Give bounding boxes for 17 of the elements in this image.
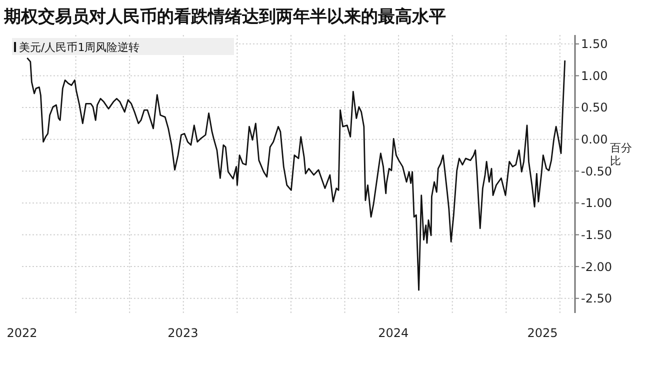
line-series: [26, 57, 566, 291]
x-tick-label: 2022: [6, 326, 38, 340]
x-tick-label: 2025: [527, 326, 558, 340]
chart-title: 期权交易员对人民币的看跌情绪达到两年半以来的最高水平: [3, 7, 446, 27]
legend-label: 美元/人民币1周风险逆转: [19, 41, 140, 54]
x-tick-label: 2023: [168, 326, 198, 340]
y-tick-label: -2.50: [581, 292, 612, 306]
y-tick-label: 1.00: [581, 68, 608, 83]
y-tick-label: 0.00: [581, 132, 608, 147]
x-tick-label: 2024: [378, 326, 409, 340]
y-tick-label: 0.50: [581, 100, 608, 115]
y-tick-label: 1.50: [581, 37, 608, 52]
y-tick-label: -1.00: [581, 196, 612, 210]
y-axis-title: 百分比: [610, 141, 632, 168]
y-tick-label: -0.50: [581, 164, 612, 178]
y-tick-label: -1.50: [581, 228, 612, 242]
y-tick-label: -2.00: [581, 260, 612, 274]
